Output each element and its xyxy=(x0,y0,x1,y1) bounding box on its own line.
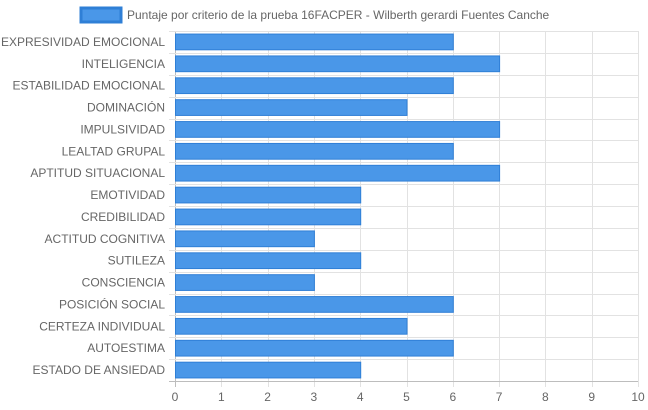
y-tick-label: POSICIÓN SOCIAL xyxy=(59,296,165,311)
bar[interactable] xyxy=(175,77,454,95)
bar[interactable] xyxy=(175,164,501,182)
bar[interactable] xyxy=(175,99,408,116)
y-axis-labels: EXPRESIVIDAD EMOCIONAL INTELIGENCIA ESTABI… xyxy=(1,35,165,377)
y-tick-label: CERTEZA INDIVIDUAL xyxy=(39,319,165,333)
bar[interactable] xyxy=(175,317,408,335)
x-tick-label: 1 xyxy=(218,390,225,404)
y-tick-label: EMOTIVIDAD xyxy=(90,188,165,202)
x-tick-label: 4 xyxy=(357,390,364,404)
y-tick-label: AUTOESTIMA xyxy=(87,341,165,355)
y-tick-label: IMPULSIVIDAD xyxy=(80,122,165,136)
y-tick-label: DOMINACIÓN xyxy=(87,100,165,115)
x-tick-label: 8 xyxy=(542,390,549,404)
y-tick-label: CREDIBILIDAD xyxy=(81,210,165,224)
bar[interactable] xyxy=(175,208,362,226)
bar[interactable] xyxy=(175,339,454,357)
y-tick-label: ESTADO DE ANSIEDAD xyxy=(33,363,166,377)
x-tick-label: 10 xyxy=(631,390,645,404)
x-tick-label: 0 xyxy=(172,390,179,404)
y-tick-label: CONSCIENCIA xyxy=(82,276,165,290)
x-tick-label: 2 xyxy=(264,390,271,404)
bar[interactable] xyxy=(175,33,454,51)
x-tick-label: 9 xyxy=(588,390,595,404)
bar[interactable] xyxy=(175,55,501,73)
y-tick-label: EXPRESIVIDAD EMOCIONAL xyxy=(1,35,165,49)
x-tick-label: 6 xyxy=(449,390,456,404)
x-tick-label: 7 xyxy=(496,390,503,404)
x-tick-label: 3 xyxy=(311,390,318,404)
bars xyxy=(175,33,501,379)
legend[interactable]: Puntaje por criterio de la prueba 16FACP… xyxy=(79,6,550,24)
bar[interactable] xyxy=(175,121,501,138)
x-axis-labels: 0 1 2 3 4 5 6 7 8 9 10 xyxy=(172,390,645,404)
y-tick-label: LEALTAD GRUPAL xyxy=(62,144,166,158)
bar[interactable] xyxy=(175,296,454,313)
legend-label: Puntaje por criterio de la prueba 16FACP… xyxy=(127,8,550,22)
bar[interactable] xyxy=(175,252,362,270)
legend-swatch xyxy=(79,6,123,24)
y-tick-label: ACTITUD COGNITIVA xyxy=(45,232,165,246)
y-tick-label: ESTABILIDAD EMOCIONAL xyxy=(13,79,166,93)
y-tick-label: INTELIGENCIA xyxy=(82,57,165,71)
y-tick-label: APTITUD SITUACIONAL xyxy=(30,166,165,180)
x-tick-label: 5 xyxy=(403,390,410,404)
bar[interactable] xyxy=(175,230,315,248)
y-tick-label: SUTILEZA xyxy=(108,254,165,268)
bar[interactable] xyxy=(175,274,315,291)
bar[interactable] xyxy=(175,361,362,379)
bar[interactable] xyxy=(175,186,362,204)
bar[interactable] xyxy=(175,142,454,160)
